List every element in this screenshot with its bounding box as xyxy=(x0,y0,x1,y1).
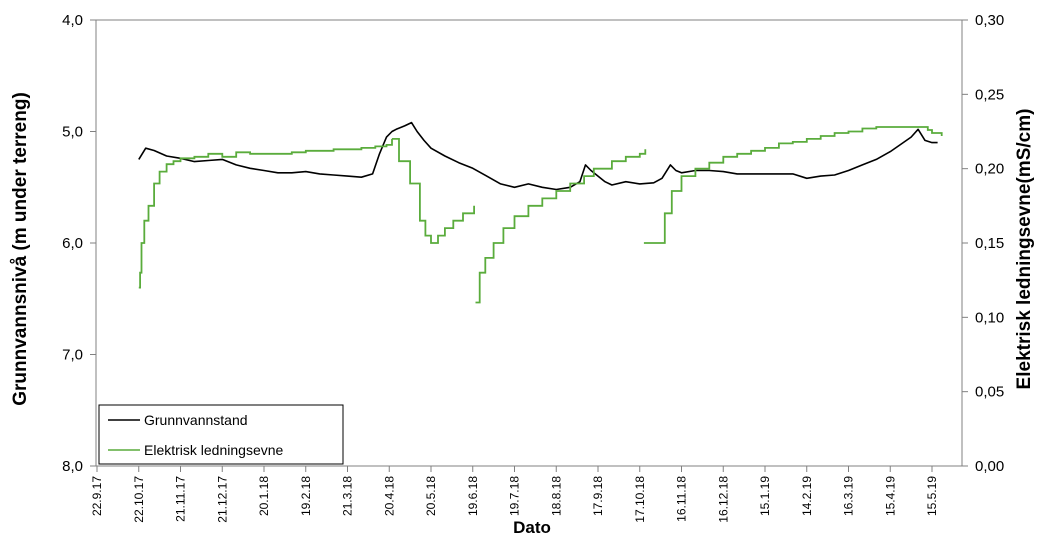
y-right-tick-label: 0,20 xyxy=(975,161,1004,178)
x-tick-label: 14.2.19 xyxy=(800,476,814,516)
plot-area xyxy=(95,19,963,467)
legend-label-ledningsevne: Elektrisk ledningsevne xyxy=(144,442,284,458)
y-left-tick-label: 6,0 xyxy=(62,235,83,252)
x-tick-label: 21.12.17 xyxy=(215,476,229,523)
legend: Grunnvannstand Elektrisk ledningsevne xyxy=(98,404,344,465)
x-tick-label: 21.3.18 xyxy=(341,476,355,516)
y-right-tick-label: 0,05 xyxy=(975,384,1004,401)
x-tick-label: 21.11.17 xyxy=(174,476,188,522)
y-right-tick-label: 0,15 xyxy=(975,235,1004,252)
y-left-tick-label: 8,0 xyxy=(62,458,83,475)
y-left-ticks: 4,0 5,0 6,0 7,0 8,0 xyxy=(62,12,96,475)
legend-box xyxy=(98,404,344,465)
x-tick-label: 19.6.18 xyxy=(466,476,480,516)
x-tick-label: 20.1.18 xyxy=(257,476,271,516)
x-axis-title: Dato xyxy=(513,518,551,536)
x-tick-label: 22.9.17 xyxy=(90,476,104,516)
series-ledningsevne-segment-4 xyxy=(643,126,943,244)
x-tick-label: 16.3.19 xyxy=(842,476,856,516)
x-tick-label: 17.10.18 xyxy=(633,476,647,523)
series-layer xyxy=(138,121,943,304)
x-tick-label: 16.12.18 xyxy=(716,476,730,523)
y-left-tick-label: 5,0 xyxy=(62,124,83,141)
x-tick-label: 18.8.18 xyxy=(549,476,563,516)
y-left-tick-label: 4,0 xyxy=(62,12,83,29)
x-tick-label: 22.10.17 xyxy=(132,476,146,523)
x-tick-label: 15.4.19 xyxy=(883,476,897,516)
x-tick-label: 20.4.18 xyxy=(382,476,396,516)
y-left-tick-label: 7,0 xyxy=(62,347,83,364)
y-right-axis-title: Elektrisk ledningsevne(mS/cm) xyxy=(1014,109,1035,390)
y-right-tick-label: 0,00 xyxy=(975,458,1004,475)
series-ledningsevne-segment-2 xyxy=(392,138,475,244)
y-right-tick-label: 0,25 xyxy=(975,86,1004,103)
series-ledningsevne-segment-1 xyxy=(138,138,393,289)
x-tick-label: 17.9.18 xyxy=(591,476,605,516)
x-tick-label: 16.11.18 xyxy=(675,476,689,522)
x-tick-label: 15.1.19 xyxy=(758,476,772,516)
x-tick-label: 20.5.18 xyxy=(424,476,438,516)
x-tick-label: 15.5.19 xyxy=(925,476,939,516)
x-ticks: 22.9.17 22.10.17 21.11.17 21.12.17 20.1.18 19… xyxy=(90,466,939,523)
y-right-ticks: 0,00 0,05 0,10 0,15 0,20 0,25 0,30 xyxy=(962,12,1004,475)
y-left-axis-title: Grunnvannsnivå (m under terreng) xyxy=(10,92,31,406)
legend-label-grunnvannstand: Grunnvannstand xyxy=(144,412,248,428)
series-grunnvannstand-line xyxy=(138,121,938,191)
series-ledningsevne-segment-3 xyxy=(475,149,647,304)
x-tick-label: 19.7.18 xyxy=(508,476,522,516)
x-tick-label: 19.2.18 xyxy=(299,476,313,516)
y-right-tick-label: 0,30 xyxy=(975,12,1004,29)
y-right-tick-label: 0,10 xyxy=(975,309,1004,326)
